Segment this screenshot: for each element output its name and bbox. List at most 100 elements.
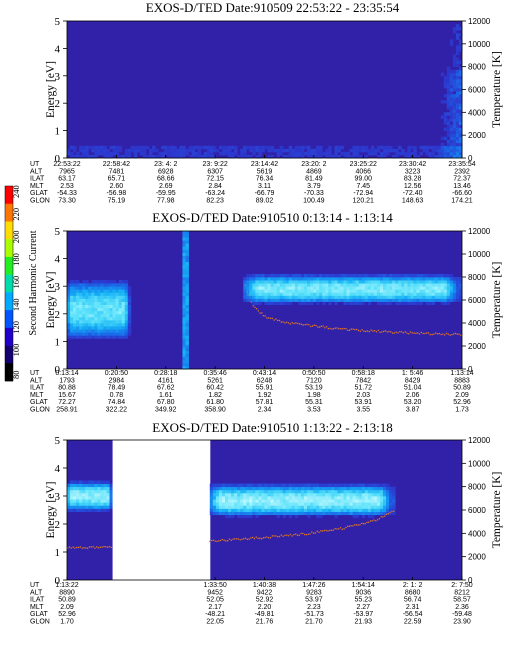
temperature-point — [275, 318, 277, 320]
spectrogram-cell — [82, 280, 86, 284]
spectrogram-cell — [206, 154, 211, 159]
spectrogram-cell — [67, 310, 71, 315]
spectrogram-cell — [288, 489, 293, 494]
spectrogram-cell — [273, 505, 278, 509]
spectrogram-cell — [182, 365, 186, 370]
spectrogram-cell — [440, 100, 445, 104]
spectrogram-cell — [118, 304, 123, 309]
spectrogram-cell — [276, 295, 281, 299]
spectrogram-cell — [185, 240, 189, 244]
temperature-point — [316, 530, 318, 532]
spectrogram-cell — [249, 273, 253, 278]
spectrogram-cell — [334, 483, 338, 488]
spectrogram-cell — [185, 295, 189, 299]
table-cell: 6928 — [158, 168, 174, 175]
spectrogram-cell — [325, 148, 329, 153]
table-cell: 23: 4: 2 — [154, 161, 177, 168]
spectrogram-cell — [115, 313, 120, 318]
spectrogram-cell — [401, 292, 405, 296]
spectrogram-cell — [112, 323, 117, 327]
spectrogram-cell — [291, 505, 296, 509]
spectrogram-cell — [285, 277, 290, 281]
spectrogram-cell — [82, 323, 86, 327]
spectrogram-cell — [73, 307, 77, 312]
spectrogram-cell — [279, 508, 284, 512]
spectrogram-cell — [422, 277, 426, 281]
spectrogram-cell — [70, 283, 74, 287]
spectrogram-cell — [319, 286, 323, 290]
spectrogram-cell — [97, 319, 101, 324]
spectrogram-cell — [252, 508, 256, 512]
spectrogram-cell — [425, 151, 429, 156]
spectrogram-cell — [458, 124, 463, 128]
spectrogram-cell — [410, 289, 414, 293]
spectrogram-cell — [316, 505, 320, 509]
temperature-point — [216, 540, 218, 543]
spectrogram-cell — [383, 154, 387, 159]
temperature-point — [287, 535, 290, 537]
spectrogram-cell — [225, 502, 229, 506]
spectrogram-cell — [425, 283, 429, 287]
spectrogram-cell — [112, 307, 117, 312]
spectrogram-cell — [212, 492, 217, 497]
spectrogram-cell — [440, 298, 445, 302]
spectrogram-cell — [307, 273, 311, 278]
spectrogram-cell — [322, 298, 326, 302]
spectrogram-cell — [355, 492, 360, 497]
spectrogram-cell — [255, 292, 259, 296]
spectrogram-cell — [449, 81, 454, 86]
spectrogram-cell — [358, 280, 363, 284]
spectrogram-cell — [282, 486, 287, 491]
table-cell: 349.92 — [155, 407, 177, 414]
spectrogram-cell — [270, 277, 275, 281]
spectrogram-cell — [300, 151, 305, 156]
spectrogram-cell — [88, 154, 92, 159]
spectrogram-cell — [97, 480, 101, 484]
spectrogram-cell — [455, 154, 460, 159]
spectrogram-cell — [364, 486, 369, 491]
spectrogram-cell — [349, 505, 354, 509]
spectrogram-cell — [304, 502, 308, 506]
spectrogram-cell — [455, 72, 460, 77]
temperature-point — [262, 315, 265, 317]
table-cell: 78.49 — [108, 385, 126, 392]
spectrogram-cell — [261, 280, 265, 284]
temperature-point — [266, 536, 268, 538]
spectrogram-cell — [91, 505, 95, 509]
panel-2 — [63, 230, 466, 370]
spectrogram-cell — [267, 301, 271, 305]
spectrogram-cell — [261, 273, 265, 278]
table-cell: 99.00 — [354, 176, 372, 183]
temperature-point — [341, 528, 344, 531]
spectrogram-cell — [328, 511, 332, 516]
spectrogram-cell — [161, 145, 165, 150]
spectrogram-cell — [407, 151, 411, 156]
spectrogram-cell — [215, 502, 220, 506]
spectrogram-cell — [379, 508, 384, 512]
table-cell: -72.40 — [403, 190, 423, 197]
spectrogram-cell — [297, 154, 302, 159]
spectrogram-cell — [252, 292, 256, 296]
spectrogram-cell — [392, 492, 396, 497]
spectrogram-cell — [109, 301, 113, 305]
spectrogram-cell — [164, 148, 168, 153]
spectrogram-cell — [319, 502, 323, 506]
spectrogram-cell — [91, 295, 95, 299]
spectrogram-cell — [88, 492, 92, 497]
spectrogram-cell — [252, 145, 256, 150]
spectrogram-cell — [392, 292, 396, 296]
spectrogram-cell — [285, 499, 290, 503]
spectrogram-cell — [106, 292, 110, 296]
spectrogram-cell — [100, 492, 104, 497]
spectrogram-cell — [349, 499, 354, 503]
spectrogram-cell — [300, 492, 305, 497]
spectrogram-cell — [121, 332, 126, 336]
temperature-point — [409, 331, 412, 333]
spectrogram-cell — [364, 492, 369, 497]
spectrogram-cell — [379, 292, 384, 296]
spectrogram-cell — [340, 277, 344, 281]
spectrogram-cell — [376, 483, 381, 488]
spectrogram-cell — [455, 24, 460, 28]
spectrogram-cell — [225, 151, 229, 156]
spectrogram-cell — [376, 502, 381, 506]
